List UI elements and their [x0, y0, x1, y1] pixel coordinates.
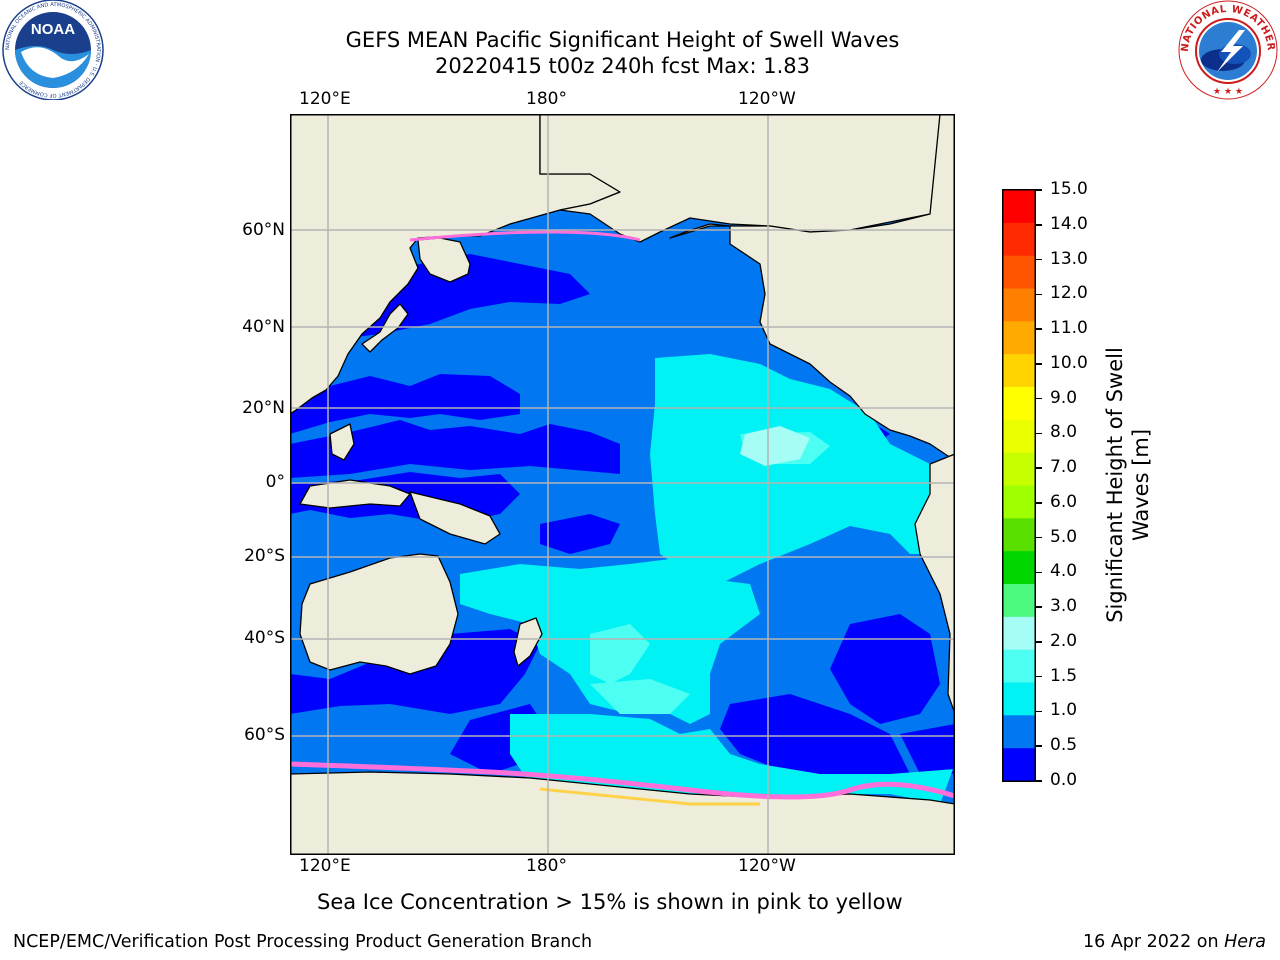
colorbar-tick-mark [1036, 710, 1042, 713]
colorbar-tick-mark [1036, 606, 1042, 608]
land-masses [290, 114, 955, 855]
sea-ice-edge-south [290, 761, 955, 800]
chart-title: GEFS MEAN Pacific Significant Height of … [0, 27, 1245, 79]
colorbar-tick-mark [1036, 745, 1042, 747]
colorbar-segment [1003, 748, 1035, 782]
lon-label-bottom-120w: 120°W [738, 856, 796, 876]
colorbar-frame [1002, 189, 1036, 782]
colorbar-segment [1003, 649, 1035, 683]
colorbar-tick-label: 6.0 [1050, 491, 1078, 512]
colorbar-tick-mark [1036, 328, 1042, 330]
map-frame [290, 114, 955, 855]
colorbar-tick-label: 3.0 [1050, 596, 1078, 617]
sea-ice-edge-south-yellow [539, 787, 760, 806]
colorbar-segment [1003, 387, 1035, 421]
colorbar-tick-label: 10.0 [1050, 352, 1088, 373]
colorbar-tick-mark [1036, 258, 1042, 261]
colorbar-tick-mark [1036, 397, 1042, 400]
sea-ice-edge-north [409, 230, 641, 242]
colorbar-tick-label: 13.0 [1050, 248, 1088, 269]
colorbar-segment [1003, 190, 1035, 224]
noaa-logo-text: NOAA [31, 21, 75, 38]
colorbar-label-line-2: Waves [m] [1129, 428, 1153, 542]
colorbar-segment [1003, 584, 1035, 618]
title-line-2: 20220415 t00z 240h fcst Max: 1.83 [435, 54, 810, 78]
colorbar-segment [1003, 222, 1035, 257]
colorbar-tick-mark [1036, 780, 1042, 782]
colorbar-tick-mark [1036, 224, 1042, 226]
colorbar [1002, 189, 1036, 782]
colorbar-segment [1003, 255, 1035, 289]
footer-right: 16 Apr 2022 on Hera [1083, 932, 1266, 952]
colorbar-tick-label: 11.0 [1050, 318, 1088, 339]
colorbar-tick-label: 2.0 [1050, 630, 1078, 651]
lat-label-20n: 20°N [242, 398, 285, 418]
lat-label-60n: 60°N [242, 220, 285, 240]
colorbar-tick-label: 0.5 [1050, 735, 1078, 756]
lon-label-top-180: 180° [526, 89, 567, 109]
lon-label-bottom-120e: 120°E [299, 856, 351, 876]
lon-label-bottom-180: 180° [526, 856, 567, 876]
colorbar-tick-mark [1036, 189, 1042, 191]
colorbar-segment [1003, 616, 1035, 651]
colorbar-tick-label: 15.0 [1050, 179, 1088, 199]
swell-2-3-region [740, 426, 810, 466]
colorbar-tick-mark [1036, 536, 1042, 539]
colorbar-tick-mark [1036, 502, 1042, 504]
map-gridlines [290, 114, 955, 855]
colorbar-tick-mark [1036, 571, 1042, 574]
colorbar-tick-label: 4.0 [1050, 561, 1078, 582]
noaa-logo: NOAA NATIONAL OCEANIC AND ATMOSPHERIC AD… [2, 0, 104, 100]
colorbar-segment [1003, 321, 1035, 355]
svg-text:★ ★ ★: ★ ★ ★ [1213, 87, 1243, 97]
colorbar-tick-label: 12.0 [1050, 283, 1088, 304]
lon-label-top-120w: 120°W [738, 89, 796, 109]
lon-label-top-120e: 120°E [299, 89, 351, 109]
colorbar-tick-label: 7.0 [1050, 457, 1078, 478]
colorbar-segment [1003, 715, 1035, 749]
colorbar-tick-label: 1.0 [1050, 700, 1078, 721]
colorbar-tick-label: 8.0 [1050, 422, 1078, 443]
colorbar-segment [1003, 518, 1035, 552]
lat-label-40n: 40°N [242, 317, 285, 337]
footer-right-date: 16 Apr 2022 on [1083, 932, 1225, 952]
colorbar-segment [1003, 354, 1035, 388]
colorbar-tick-mark [1036, 675, 1042, 678]
colorbar-tick-mark [1036, 467, 1042, 469]
colorbar-tick-mark [1036, 641, 1042, 643]
colorbar-segment [1003, 551, 1035, 585]
colorbar-tick-label: 9.0 [1050, 387, 1078, 408]
colorbar-tick-mark [1036, 432, 1042, 435]
title-line-1: GEFS MEAN Pacific Significant Height of … [345, 28, 900, 52]
colorbar-label-line-1: Significant Height of Swell [1103, 347, 1127, 623]
colorbar-ticks: 15.0 14.0 13.0 12.0 11.0 10.0 9.0 8.0 7.0 6.0 5.0 4… [1036, 179, 1106, 792]
colorbar-segment [1003, 452, 1035, 486]
footer-right-host: Hera [1224, 932, 1266, 952]
colorbar-segment [1003, 419, 1035, 454]
lat-label-20s: 20°S [244, 546, 285, 566]
sea-ice-note: Sea Ice Concentration > 15% is shown in … [317, 890, 903, 914]
map-panel [290, 114, 955, 855]
colorbar-segment [1003, 288, 1035, 322]
colorbar-segment [1003, 485, 1035, 519]
lat-label-60s: 60°S [244, 725, 285, 745]
colorbar-tick-label: 0.0 [1050, 770, 1078, 790]
nws-logo: NATIONAL WEATHER SERVICE ★ ★ ★ [1177, 0, 1278, 100]
colorbar-tick-label: 1.5 [1050, 665, 1078, 686]
colorbar-segment [1003, 682, 1035, 716]
lat-label-0: 0° [265, 472, 285, 492]
colorbar-tick-label: 5.0 [1050, 526, 1078, 547]
colorbar-tick-mark [1036, 293, 1042, 296]
lat-label-40s: 40°S [244, 628, 285, 648]
footer-left: NCEP/EMC/Verification Post Processing Pr… [13, 932, 593, 952]
colorbar-tick-label: 14.0 [1050, 213, 1088, 234]
colorbar-tick-mark [1036, 363, 1042, 365]
